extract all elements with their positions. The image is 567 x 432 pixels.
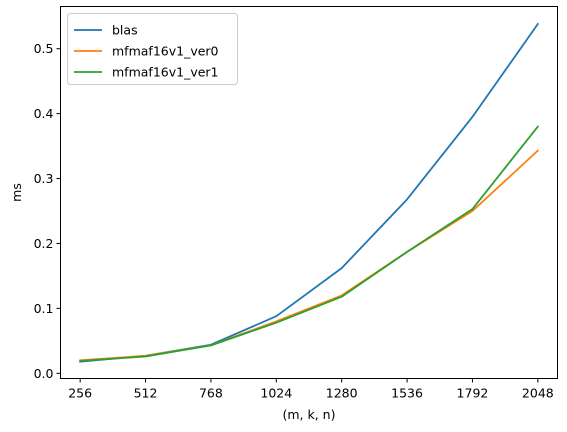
x-tick-label: 1280 <box>326 386 358 401</box>
y-axis-ticks: 0.0 0.1 0.2 0.3 0.4 0.5 <box>34 41 61 381</box>
x-tick-label: 256 <box>68 386 92 401</box>
y-tick-label: 0.4 <box>34 106 54 121</box>
x-tick-label: 1536 <box>391 386 423 401</box>
x-tick-label: 1024 <box>260 386 292 401</box>
y-tick-label: 0.0 <box>34 366 54 381</box>
x-tick-label: 768 <box>199 386 223 401</box>
series-layer <box>79 22 540 363</box>
legend-label: blas <box>112 23 138 38</box>
x-tick-label: 1792 <box>457 386 489 401</box>
y-tick-label: 0.5 <box>34 41 54 56</box>
y-tick-label: 0.2 <box>34 236 54 251</box>
y-tick-label: 0.3 <box>34 171 54 186</box>
legend-label: mfmaf16v1_ver0 <box>112 44 219 59</box>
legend-box <box>67 13 238 85</box>
legend-label: mfmaf16v1_ver1 <box>112 65 219 80</box>
plot-frame <box>60 6 558 379</box>
y-axis-title: ms <box>9 183 24 202</box>
series-line-mfmaf16v1_ver1 <box>79 125 540 362</box>
x-axis-title: (m, k, n) <box>283 407 336 422</box>
x-axis-ticks: 256 512 768 1024 1280 1536 1792 2048 <box>68 378 554 401</box>
legend: blas mfmaf16v1_ver0 mfmaf16v1_ver1 <box>67 13 238 85</box>
x-tick-label: 2048 <box>522 386 554 401</box>
x-tick-label: 512 <box>134 386 158 401</box>
y-tick-label: 0.1 <box>34 301 54 316</box>
